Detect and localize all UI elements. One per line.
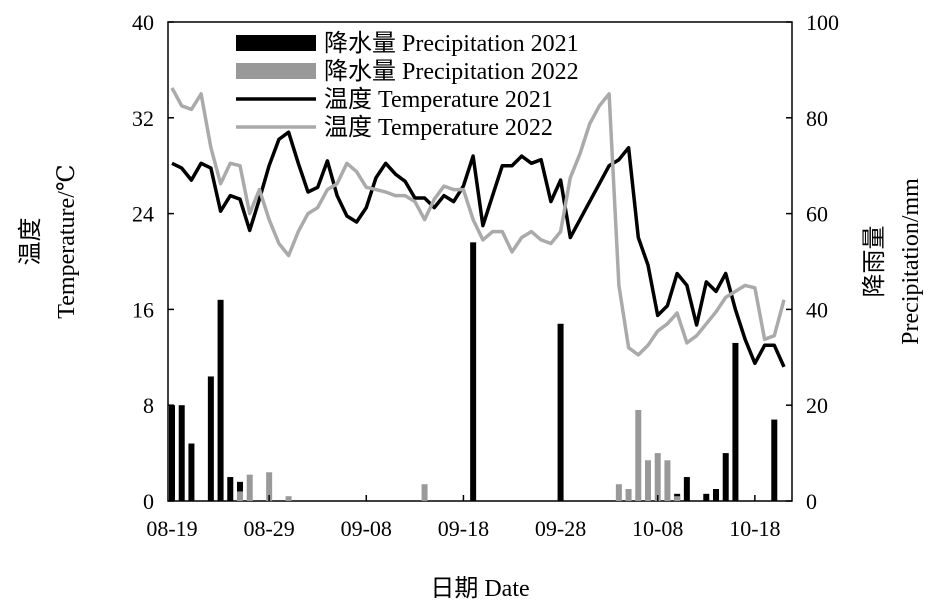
left-axis-title-en: Temperature/℃ <box>54 164 80 318</box>
precip-bar-2021-3 <box>207 376 214 501</box>
right-axis-title-en: Precipitation/mm <box>898 178 924 345</box>
x-tick-label-2: 09-08 <box>341 516 392 541</box>
left-tick-label-2: 16 <box>132 297 154 322</box>
x-tick-label-1: 08-29 <box>243 516 294 541</box>
precip-bar-2021-5 <box>227 477 234 501</box>
precip-bar-2021-7 <box>470 242 477 501</box>
axis-titles: 日期 Date 温度 Temperature/℃ 降雨量 Precipitation/m… <box>17 164 924 602</box>
precip-bar-2022-9 <box>654 453 661 501</box>
precip-bar-2021-13 <box>722 453 729 501</box>
precip-bar-2022-1 <box>246 474 253 501</box>
precip-bar-2021-8 <box>557 323 564 501</box>
right-tick-label-0: 0 <box>806 489 817 514</box>
plot-frame-group <box>167 21 793 502</box>
x-tick-label-5: 10-08 <box>632 516 683 541</box>
precip-bar-2021-10 <box>683 477 690 501</box>
left-tick-label-3: 24 <box>132 202 154 227</box>
left-tick-label-1: 8 <box>143 393 154 418</box>
precip-bar-2022-11 <box>674 496 681 501</box>
precip-bar-2022-8 <box>645 460 651 501</box>
temperature-line-2022 <box>170 87 786 357</box>
x-axis-title: 日期 Date <box>430 576 529 602</box>
right-tick-label-4: 80 <box>806 106 828 131</box>
legend-swatch-0 <box>236 35 316 51</box>
left-tick-label-4: 32 <box>132 106 154 131</box>
precip-bar-2021-15 <box>771 419 778 501</box>
right-tick-label-3: 60 <box>806 202 828 227</box>
temperature-line-2021 <box>171 130 786 368</box>
precip-bar-2021-2 <box>188 443 195 501</box>
x-tick-label-3: 09-18 <box>438 516 489 541</box>
x-tick-label-4: 09-28 <box>535 516 586 541</box>
plot-frame <box>167 21 793 502</box>
left-tick-label-5: 40 <box>132 10 154 35</box>
precip-bar-2021-1 <box>178 405 185 501</box>
precip-bar-2022-3 <box>285 496 292 501</box>
precip-bar-2022-10 <box>664 460 671 501</box>
left-tick-label-0: 0 <box>143 489 154 514</box>
precip-bar-2021-12 <box>713 489 719 501</box>
temperature-lines <box>170 87 786 368</box>
left-axis-title-cn: 温度 <box>17 218 44 266</box>
precip-bar-2022-0 <box>237 491 243 501</box>
x-tick-label-6: 10-18 <box>729 516 780 541</box>
legend-label-1: 降水量 Precipitation 2022 <box>324 58 579 85</box>
precip-bar-2022-5 <box>615 484 622 501</box>
precip-bar-2022-4 <box>421 484 428 501</box>
x-tick-label-0: 08-19 <box>146 516 197 541</box>
right-tick-label-5: 100 <box>806 10 839 35</box>
legend-swatch-1 <box>236 63 316 79</box>
legend-label-3: 温度 Temperature 2022 <box>324 114 553 141</box>
precip-bar-2021-4 <box>217 299 224 501</box>
right-tick-label-2: 40 <box>806 297 828 322</box>
precip-bar-2022-7 <box>635 409 642 501</box>
precip-bar-2021-14 <box>732 342 739 501</box>
precip-bar-2021-6 <box>237 481 243 501</box>
precip-bar-2022-2 <box>266 472 273 501</box>
precip-bar-2022-6 <box>625 489 632 501</box>
legend-label-2: 温度 Temperature 2021 <box>324 86 553 113</box>
right-axis-title-cn: 降雨量 <box>861 226 888 298</box>
legend-label-0: 降水量 Precipitation 2021 <box>324 30 579 57</box>
right-tick-label-1: 20 <box>806 393 828 418</box>
precipitation-bars <box>169 242 778 501</box>
precip-bar-2021-11 <box>703 493 710 501</box>
axis-ticks: 0 8 16 24 32 40 0 20 40 60 80 100 08-19 08-29 09-08 09-… <box>132 10 839 541</box>
precip-bar-2021-0 <box>169 405 175 501</box>
